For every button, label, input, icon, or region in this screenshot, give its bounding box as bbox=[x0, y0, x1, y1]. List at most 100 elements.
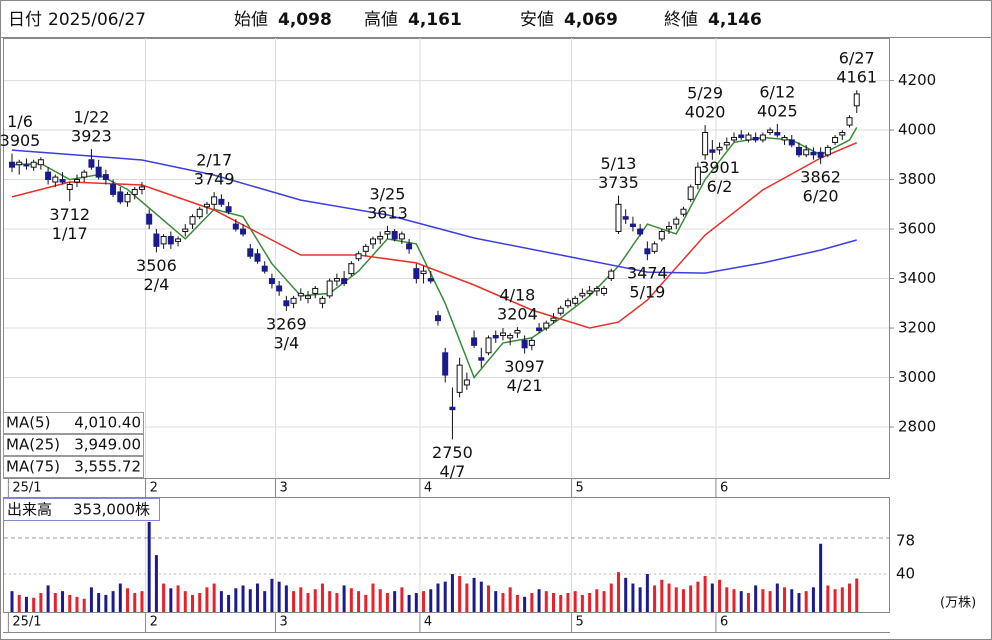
annotation-date: 4/21 bbox=[507, 376, 543, 395]
candle-body bbox=[485, 337, 492, 354]
candle-body bbox=[333, 278, 340, 282]
candle-body bbox=[398, 233, 405, 240]
y-tick-label: 4200 bbox=[898, 71, 936, 89]
volume-bar bbox=[357, 591, 361, 612]
candle-body bbox=[723, 141, 730, 146]
candle-body bbox=[795, 146, 802, 156]
y-tick-label: 3800 bbox=[898, 170, 936, 188]
candle-body bbox=[30, 161, 37, 168]
candle-body bbox=[536, 327, 543, 332]
volume-bar bbox=[472, 577, 476, 612]
legend-box bbox=[3, 434, 144, 456]
annotation-date: 5/29 bbox=[687, 84, 723, 103]
field-label: 始値 bbox=[234, 10, 268, 30]
volume-bar bbox=[299, 587, 303, 612]
candle-body bbox=[290, 297, 297, 304]
candle-body bbox=[73, 179, 80, 183]
volume-bar bbox=[385, 593, 389, 612]
volume-bar bbox=[342, 585, 346, 612]
candle-body bbox=[110, 184, 117, 195]
candle-body bbox=[644, 248, 651, 255]
candle-body bbox=[666, 226, 673, 230]
candle-body bbox=[9, 161, 15, 168]
candle-body bbox=[59, 179, 66, 183]
candle-body bbox=[355, 253, 362, 260]
y-tick-label: 3600 bbox=[898, 220, 936, 238]
candle-body bbox=[52, 176, 59, 183]
candle-body bbox=[124, 193, 131, 203]
volume-bar bbox=[739, 591, 743, 612]
candle-body bbox=[781, 136, 788, 141]
volume-bar bbox=[436, 583, 440, 612]
candle-body bbox=[478, 357, 485, 361]
volume-bar bbox=[97, 593, 101, 612]
annotation-price: 3735 bbox=[598, 173, 639, 192]
field-value: 4,098 bbox=[278, 10, 332, 30]
candle-body bbox=[117, 191, 124, 203]
annotation-price: 2750 bbox=[432, 443, 473, 462]
candle-body bbox=[203, 203, 210, 208]
volume-bars bbox=[10, 521, 859, 612]
candle-body bbox=[673, 218, 680, 225]
annotation-date: 4/7 bbox=[440, 462, 466, 481]
candle-body bbox=[240, 228, 247, 235]
annotation-price: 3097 bbox=[504, 357, 545, 376]
volume-bar bbox=[24, 596, 28, 612]
y-tick-label: 3400 bbox=[898, 269, 936, 287]
candle-body bbox=[601, 287, 608, 294]
candle-body bbox=[23, 164, 30, 167]
candle-body bbox=[297, 292, 304, 297]
candle-body bbox=[341, 278, 348, 284]
volume-bar bbox=[46, 585, 50, 612]
volume-bar bbox=[61, 591, 65, 612]
candle-body bbox=[853, 93, 860, 107]
legend-box bbox=[3, 456, 144, 478]
volume-bar bbox=[320, 583, 324, 612]
candle-body bbox=[564, 300, 571, 307]
annotation-date: 1/6 bbox=[7, 112, 33, 131]
volume-bar bbox=[559, 594, 563, 612]
candle-body bbox=[759, 134, 766, 141]
y-tick-label: 4000 bbox=[898, 121, 936, 139]
volume-bar bbox=[39, 593, 43, 612]
candle-body bbox=[680, 208, 687, 215]
candle-body bbox=[774, 132, 781, 136]
field-value: 4,069 bbox=[564, 10, 618, 30]
field-label: 安値 bbox=[520, 10, 554, 30]
volume-bar bbox=[631, 583, 635, 612]
candle-body bbox=[370, 238, 376, 245]
x-tick-label: 4 bbox=[424, 615, 432, 630]
candle-body bbox=[687, 186, 694, 200]
ma-line bbox=[11, 142, 857, 329]
candle-body bbox=[499, 332, 506, 336]
annotation-price: 3862 bbox=[800, 168, 841, 187]
candle-body bbox=[131, 188, 138, 195]
candle-body bbox=[449, 406, 456, 411]
legend-value: 3,555.72 bbox=[74, 458, 141, 476]
candle-body bbox=[420, 270, 427, 275]
candle-body bbox=[528, 339, 535, 346]
volume-bar bbox=[154, 555, 158, 612]
x-tick-label: 2 bbox=[150, 615, 158, 630]
annotation-date: 6/2 bbox=[707, 177, 733, 196]
volume-bar bbox=[840, 587, 844, 612]
volume-bar bbox=[537, 589, 541, 612]
volume-bar bbox=[104, 594, 108, 612]
candle-body bbox=[95, 166, 102, 178]
x-tick-label: 6 bbox=[720, 481, 728, 496]
x-tick-label: 25/1 bbox=[12, 481, 41, 496]
volume-bar bbox=[595, 589, 599, 612]
candle-body bbox=[492, 334, 499, 339]
volume-bar bbox=[82, 598, 86, 612]
x-tick-label: 3 bbox=[280, 481, 288, 496]
volume-bar bbox=[768, 591, 772, 612]
ma-legend: MA(5) 4,010.40 MA(25) 3,949.00 MA(75) 3,555.7… bbox=[3, 412, 144, 478]
candle-body bbox=[810, 151, 817, 156]
volume-bar bbox=[248, 589, 252, 612]
candle-body bbox=[824, 146, 831, 156]
field-label: 終値 bbox=[664, 10, 698, 30]
volume-bar bbox=[775, 583, 779, 612]
volume-bar bbox=[616, 572, 620, 612]
candle-body bbox=[232, 223, 239, 230]
volume-bar bbox=[848, 583, 852, 612]
